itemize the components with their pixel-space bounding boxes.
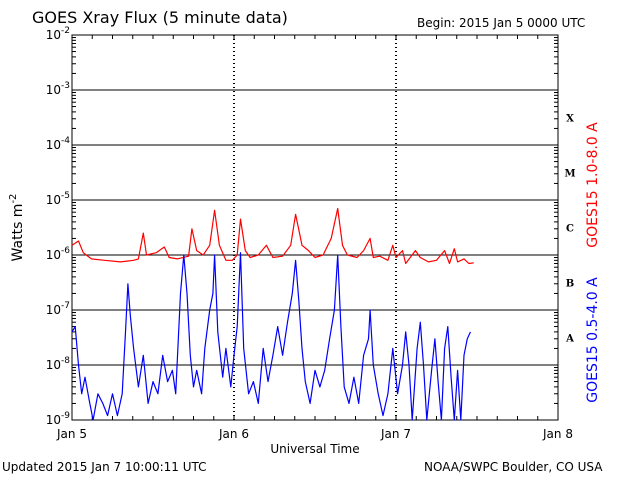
series-legend-label: GOES15 1.0-8.0 A — [585, 122, 601, 248]
y-tick-label: 10-2 — [46, 26, 70, 42]
series-line — [71, 207, 474, 265]
flare-class-label: X — [566, 114, 574, 125]
y-tick-label: 10-5 — [46, 191, 70, 207]
x-tick-label: Jan 5 — [56, 427, 87, 441]
flare-class-label: C — [566, 224, 574, 235]
y-axis-label-base: Watts m — [10, 204, 26, 262]
y-tick-mantissa: 10 — [46, 28, 61, 42]
y-tick-mantissa: 10 — [46, 358, 61, 372]
y-tick-exponent: -7 — [61, 301, 70, 311]
y-tick-mantissa: 10 — [46, 413, 61, 427]
flare-class-label: A — [565, 334, 574, 345]
y-tick-mantissa: 10 — [46, 193, 61, 207]
x-axis-label: Universal Time — [270, 442, 359, 456]
y-tick-label: 10-4 — [46, 136, 71, 152]
x-tick-label: Jan 7 — [380, 427, 411, 441]
chart-title: GOES Xray Flux (5 minute data) — [32, 8, 288, 27]
series-legend-label: GOES15 0.5-4.0 A — [585, 277, 601, 403]
y-tick-mantissa: 10 — [46, 303, 61, 317]
y-tick-mantissa: 10 — [46, 83, 61, 97]
y-tick-exponent: -8 — [61, 356, 70, 366]
flare-class-label: M — [564, 169, 575, 180]
y-tick-exponent: -9 — [61, 411, 70, 421]
y-tick-exponent: -2 — [61, 26, 70, 36]
series-line — [71, 252, 472, 421]
y-tick-exponent: -6 — [61, 246, 70, 256]
y-axis-label-exponent: -2 — [8, 194, 19, 204]
x-tick-label: Jan 8 — [542, 427, 573, 441]
y-tick-label: 10-6 — [46, 246, 71, 262]
y-axis-label: Watts m-2 — [8, 194, 26, 262]
y-tick-mantissa: 10 — [46, 248, 61, 262]
y-tick-mantissa: 10 — [46, 138, 61, 152]
plot-frame — [71, 34, 559, 421]
y-tick-label: 10-8 — [46, 356, 71, 372]
y-tick-label: 10-9 — [46, 411, 71, 427]
x-tick-label: Jan 6 — [218, 427, 249, 441]
y-tick-label: 10-3 — [46, 81, 70, 97]
y-tick-exponent: -3 — [61, 81, 70, 91]
y-tick-exponent: -5 — [61, 191, 70, 201]
flare-class-label: B — [566, 279, 574, 290]
source-credit: NOAA/SWPC Boulder, CO USA — [424, 460, 603, 474]
updated-timestamp: Updated 2015 Jan 7 10:00:11 UTC — [2, 460, 207, 474]
begin-time-label: Begin: 2015 Jan 5 0000 UTC — [417, 16, 586, 30]
y-tick-exponent: -4 — [61, 136, 70, 146]
y-tick-label: 10-7 — [46, 301, 70, 317]
